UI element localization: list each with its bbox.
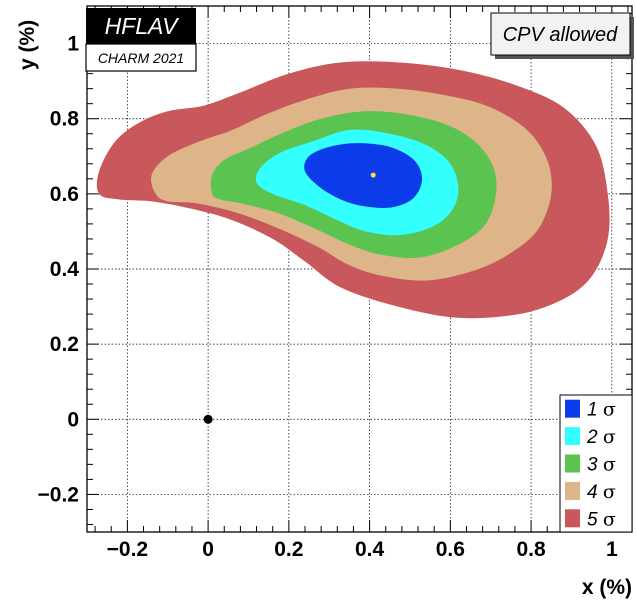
legend-sigma-symbol: σ — [603, 399, 616, 421]
x-tick-label: 0.8 — [516, 538, 546, 561]
legend: 1 σ 2 σ 3 σ 4 σ 5 σ — [559, 394, 633, 533]
hflav-badge: HFLAV CHARM 2021 — [85, 8, 197, 72]
legend-label-5-sigma: 5 σ — [587, 508, 616, 530]
legend-sigma-symbol: σ — [603, 426, 616, 448]
hflav-subtitle: CHARM 2021 — [98, 50, 184, 66]
y-axis-title: y (%) — [16, 20, 39, 70]
legend-sigma-symbol: σ — [603, 454, 616, 476]
legend-swatch-1-sigma — [565, 399, 580, 418]
cpv-annotation: CPV allowed — [490, 12, 634, 59]
y-tick-label: 0.8 — [50, 108, 80, 131]
y-tick-label: 0.4 — [50, 258, 80, 281]
hflav-badge-bottom — [85, 43, 197, 72]
hflav-title: HFLAV — [105, 13, 181, 39]
point-markers — [203, 172, 376, 424]
x-axis-title: x (%) — [582, 576, 632, 599]
legend-swatch-4-sigma — [565, 481, 580, 500]
cpv-annotation-box — [490, 12, 631, 56]
hflav-badge-top — [86, 8, 196, 44]
y-tick-label: 0 — [67, 408, 79, 431]
contour-1-sigma — [304, 143, 423, 208]
legend-swatch-2-sigma — [565, 427, 580, 446]
x-tick-label: 1 — [606, 538, 618, 561]
contour-regions — [96, 61, 610, 319]
x-tick-label: 0.4 — [355, 538, 385, 561]
legend-label-3-sigma: 3 σ — [587, 454, 616, 476]
legend-sigma-symbol: σ — [603, 481, 616, 503]
cpv-annotation-text: CPV allowed — [503, 24, 618, 46]
x-tick-label: 0 — [202, 538, 214, 561]
legend-sigma-symbol: σ — [603, 508, 616, 530]
tick-labels: −0.2 0 0.2 0.4 0.6 0.8 1 −0.2 0 0.2 0.4 0.6 0.8 1 — [38, 33, 618, 561]
y-tick-label: 0.2 — [50, 333, 79, 356]
y-tick-label: −0.2 — [38, 483, 79, 506]
legend-label-2-sigma: 2 σ — [586, 426, 616, 448]
y-tick-label: 1 — [67, 33, 79, 56]
legend-label-1-sigma: 1 σ — [587, 399, 616, 421]
legend-swatch-3-sigma — [565, 454, 580, 473]
x-tick-label: 0.6 — [436, 538, 465, 561]
x-tick-label: 0.2 — [274, 538, 303, 561]
legend-label-4-sigma: 4 σ — [587, 481, 616, 503]
y-tick-label: 0.6 — [50, 183, 79, 206]
legend-swatch-5-sigma — [565, 509, 580, 528]
best-fit-point — [370, 172, 376, 178]
no-mixing-point — [203, 414, 213, 424]
x-tick-label: −0.2 — [107, 538, 148, 561]
